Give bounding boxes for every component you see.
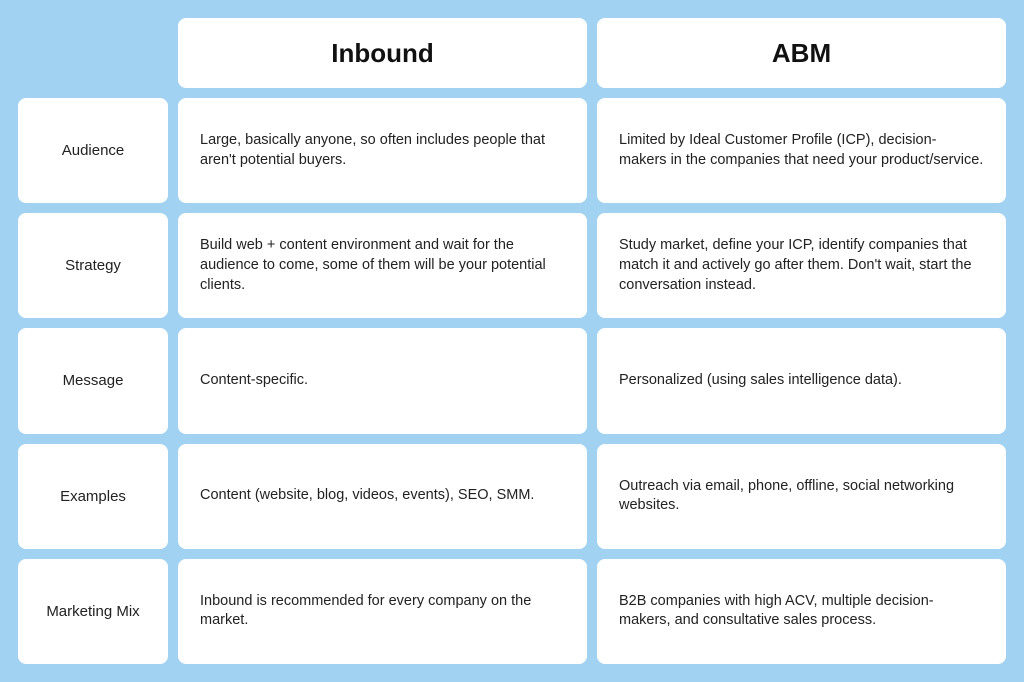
- cell-message-inbound: Content-specific.: [178, 328, 587, 433]
- cell-examples-abm: Outreach via email, phone, offline, soci…: [597, 444, 1006, 549]
- column-header-abm: ABM: [597, 18, 1006, 88]
- column-header-inbound: Inbound: [178, 18, 587, 88]
- row-label-strategy: Strategy: [18, 213, 168, 318]
- row-label-examples: Examples: [18, 444, 168, 549]
- cell-marketing-mix-abm: B2B companies with high ACV, multiple de…: [597, 559, 1006, 664]
- row-label-message: Message: [18, 328, 168, 433]
- corner-empty: [18, 18, 168, 88]
- cell-audience-inbound: Large, basically anyone, so often includ…: [178, 98, 587, 203]
- row-label-marketing-mix: Marketing Mix: [18, 559, 168, 664]
- cell-strategy-inbound: Build web + content environment and wait…: [178, 213, 587, 318]
- comparison-table: Inbound ABM Audience Large, basically an…: [18, 18, 1006, 664]
- cell-strategy-abm: Study market, define your ICP, identify …: [597, 213, 1006, 318]
- cell-audience-abm: Limited by Ideal Customer Profile (ICP),…: [597, 98, 1006, 203]
- row-label-audience: Audience: [18, 98, 168, 203]
- cell-marketing-mix-inbound: Inbound is recommended for every company…: [178, 559, 587, 664]
- cell-examples-inbound: Content (website, blog, videos, events),…: [178, 444, 587, 549]
- cell-message-abm: Personalized (using sales intelligence d…: [597, 328, 1006, 433]
